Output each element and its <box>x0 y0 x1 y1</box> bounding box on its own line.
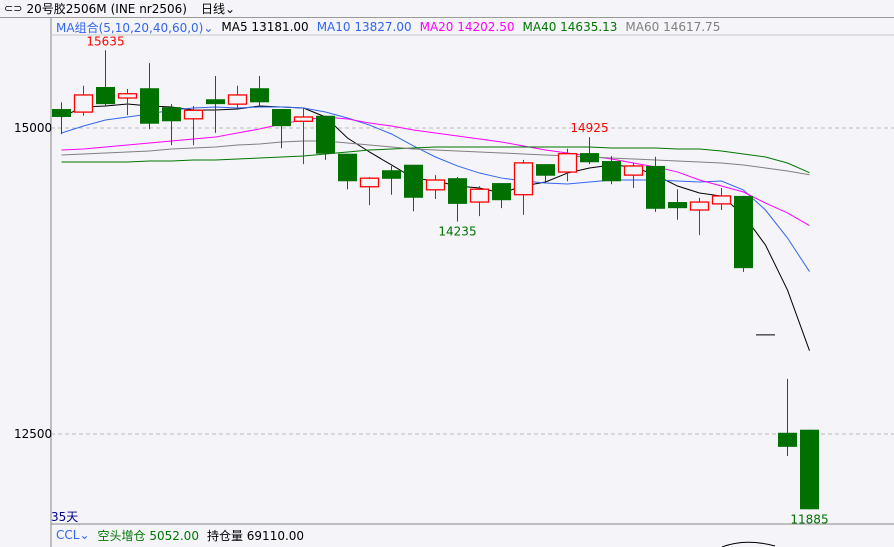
ma20-line <box>61 116 810 227</box>
candle-up <box>293 116 314 122</box>
candle-down <box>404 164 423 198</box>
candle-up <box>623 165 644 176</box>
candle-up <box>183 109 204 120</box>
candle-down <box>492 183 511 201</box>
instrument-name: 20号胶2506 <box>26 2 97 16</box>
candle-down <box>250 88 269 103</box>
candle-up <box>425 179 446 191</box>
open-interest-value: 持仓量 69110.00 <box>206 528 305 543</box>
candle-up <box>117 93 138 99</box>
link-icon[interactable]: ⊂⊃ <box>4 2 23 15</box>
candle-down <box>206 99 225 105</box>
ma60-line <box>61 140 810 176</box>
sub-pane-line <box>721 541 776 547</box>
candle-down <box>580 153 599 163</box>
ma40-line <box>61 146 810 174</box>
candle-down <box>338 153 357 182</box>
candle-down <box>734 195 753 269</box>
ma5-value: MA5 13181.00 <box>221 20 309 34</box>
candle-down <box>162 107 181 122</box>
candle-down <box>778 432 797 447</box>
ma60-value: MA60 14617.75 <box>625 20 721 34</box>
extreme-price-label: 11885 <box>790 512 828 526</box>
chevron-down-icon: ⌄ <box>79 528 90 542</box>
period-label: 日线 <box>200 2 225 16</box>
ma-group-selector[interactable]: MA组合(5,10,20,40,60,0)⌄ <box>56 19 213 36</box>
ma20-value: MA20 14202.50 <box>419 20 515 34</box>
instrument-code: (INE nr2506) <box>110 1 187 16</box>
open-interest-legend: CCL⌄ 空头增仓 5052.00 持仓量 69110.00 <box>56 526 304 544</box>
candle-up <box>73 94 94 113</box>
y-tick-label: 15000 <box>14 121 53 135</box>
candle-down <box>646 165 665 209</box>
ma40-value: MA40 14635.13 <box>522 20 618 34</box>
main-contract-badge: M <box>96 1 107 16</box>
position-change-value: 空头增仓 5052.00 <box>97 528 199 543</box>
indicator-selector[interactable]: CCL⌄ <box>56 528 90 542</box>
candle-up <box>557 153 578 173</box>
ma-legend: MA组合(5,10,20,40,60,0)⌄ MA5 13181.00 MA10… <box>56 19 720 35</box>
chevron-down-icon: ⌄ <box>203 20 214 35</box>
candle-up <box>469 188 490 203</box>
candle-down <box>316 115 335 154</box>
y-tick-label: 12500 <box>14 427 53 441</box>
candle-up <box>359 177 380 188</box>
days-count: 35天 <box>51 510 79 524</box>
extreme-price-label: 15635 <box>86 34 124 48</box>
candle-down <box>272 109 291 127</box>
indicator-label: CCL <box>56 528 80 542</box>
candle-up <box>227 94 248 105</box>
extreme-price-label: 14235 <box>438 225 476 239</box>
candle-up <box>513 162 534 196</box>
candle-down <box>140 88 159 124</box>
chevron-down-icon: ⌄ <box>224 2 236 16</box>
candle-down <box>96 86 115 105</box>
candle-up <box>711 195 732 205</box>
ma10-value: MA10 13827.00 <box>316 20 412 34</box>
ma-group-label: MA组合(5,10,20,40,60,0) <box>56 20 204 35</box>
candle-up <box>689 201 710 211</box>
candle-down <box>52 109 71 117</box>
period-selector[interactable]: 日线⌄ <box>201 0 235 17</box>
candle-down <box>382 170 401 179</box>
candle-down <box>448 178 467 204</box>
candle-down <box>668 202 687 209</box>
ma10-line <box>61 106 810 272</box>
candle-down <box>800 429 819 510</box>
candle-down <box>536 164 555 176</box>
extreme-price-label: 14925 <box>570 121 608 135</box>
title-bar: ⊂⊃ 20号胶2506 M (INE nr2506) 日线⌄ <box>0 0 894 18</box>
candle-down <box>602 161 621 182</box>
